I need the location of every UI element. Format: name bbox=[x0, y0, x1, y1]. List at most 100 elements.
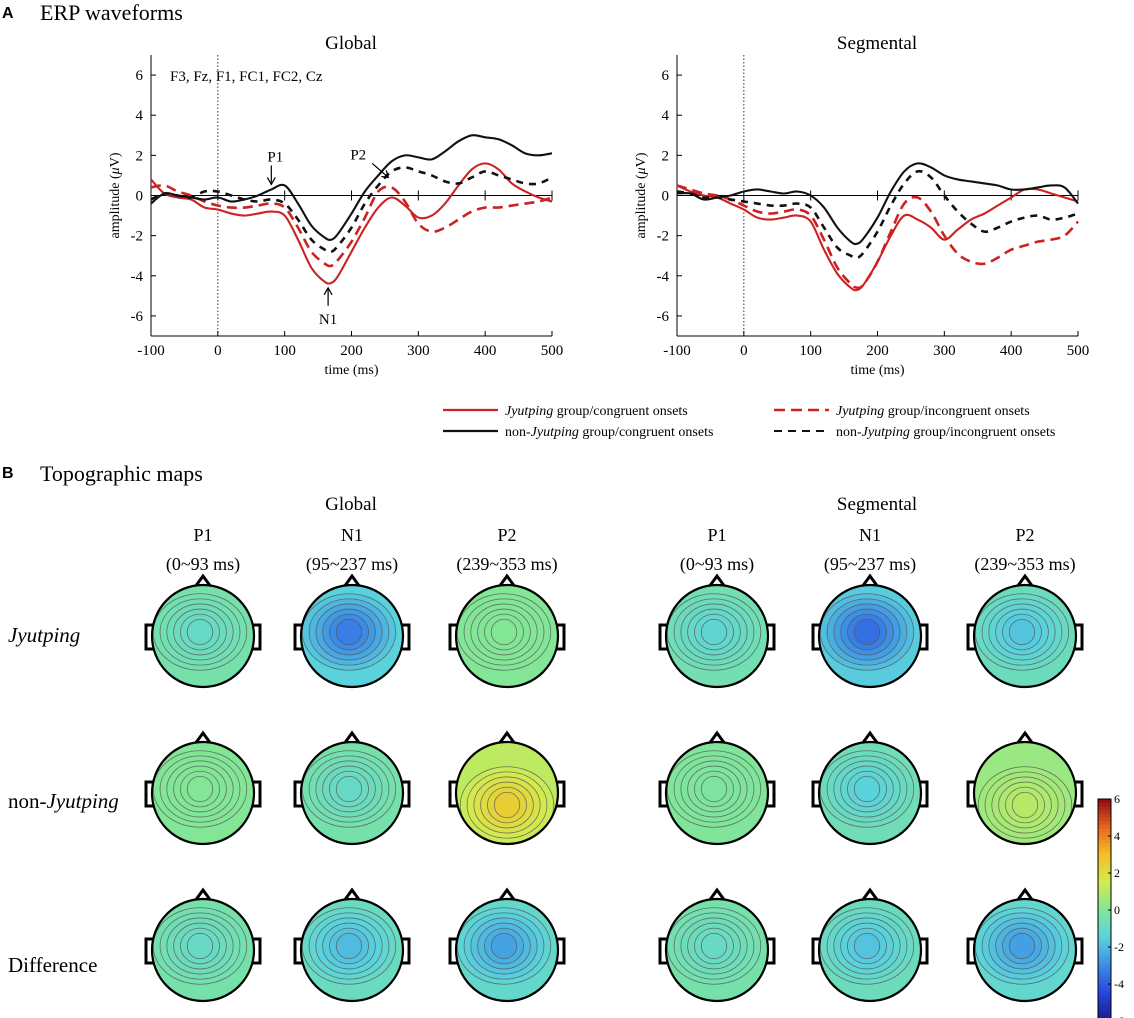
colorbar-segment bbox=[1098, 891, 1111, 896]
colorbar-segment bbox=[1098, 880, 1111, 885]
ear-shape bbox=[448, 937, 457, 965]
colorbar-segment bbox=[1098, 984, 1111, 989]
topo-title-global: Global bbox=[325, 494, 377, 515]
series-line-3 bbox=[150, 134, 553, 242]
colorbar-segment bbox=[1098, 913, 1111, 918]
colorbar-segment bbox=[1098, 947, 1111, 952]
chart-title-global: Global bbox=[325, 33, 377, 54]
colorbar-segment bbox=[1098, 935, 1111, 941]
colorbar-segment bbox=[1098, 898, 1111, 904]
row-label-1: Jyutping bbox=[8, 623, 80, 647]
head-outline bbox=[664, 897, 770, 1003]
contour-line bbox=[700, 775, 728, 803]
head-outline bbox=[664, 583, 770, 689]
topomap-global-row2-n1 bbox=[293, 730, 411, 846]
colorbar-segment bbox=[1098, 917, 1111, 922]
colorbar-segment bbox=[1098, 906, 1111, 911]
colorbar-segment bbox=[1098, 876, 1111, 881]
head-outline bbox=[150, 897, 256, 1003]
ear-shape bbox=[920, 937, 929, 965]
ear-shape bbox=[767, 780, 776, 808]
nose-shape bbox=[342, 573, 362, 588]
component-name: N1 bbox=[859, 525, 881, 545]
topo-grid: P1 (0~93 ms) N1 (95~237 ms) P2 (239~353 ms) P1… bbox=[8, 525, 1084, 1003]
colorbar-segment bbox=[1098, 858, 1111, 863]
colorbar-segment bbox=[1098, 921, 1111, 926]
head-outline bbox=[299, 897, 405, 1003]
nose-shape bbox=[497, 887, 517, 902]
x-tick-label: -100 bbox=[137, 343, 165, 359]
colorbar-tick-label: 6 bbox=[1114, 792, 1120, 806]
ear-shape bbox=[448, 623, 457, 651]
component-window: (0~93 ms) bbox=[166, 554, 240, 575]
colorbar-segment bbox=[1098, 887, 1111, 892]
x-tick-label: 500 bbox=[1067, 343, 1090, 359]
ear-shape bbox=[811, 937, 820, 965]
ear-shape bbox=[658, 780, 667, 808]
head-outline bbox=[150, 740, 256, 846]
contour-line bbox=[700, 618, 728, 646]
colorbar-segment bbox=[1098, 987, 1111, 992]
contour-line bbox=[335, 775, 363, 803]
x-tick-label: 400 bbox=[474, 343, 497, 359]
x-tick-label: 300 bbox=[933, 343, 956, 359]
series-line-2 bbox=[150, 184, 553, 268]
component-name: P1 bbox=[193, 525, 212, 545]
x-tick-label: 400 bbox=[1000, 343, 1023, 359]
contour-line bbox=[1008, 932, 1036, 960]
head-outline bbox=[972, 897, 1078, 1003]
contour-line bbox=[493, 791, 521, 819]
erp-chart-segmental: Segmental -6 -4 -2 0 2 4 6 -100 0 100 200 300 400 500… bbox=[634, 33, 1089, 378]
topomap-segmental-row1-n1 bbox=[811, 573, 929, 689]
annotation-label: N1 bbox=[319, 312, 337, 328]
colorbar-segment bbox=[1098, 1013, 1111, 1018]
head-outline bbox=[817, 897, 923, 1003]
colorbar-segment bbox=[1098, 950, 1111, 955]
annotation-arrowhead bbox=[323, 286, 333, 296]
y-tick-label: 2 bbox=[136, 148, 144, 164]
panel-a-letter: A bbox=[2, 5, 14, 22]
colorbar-segment bbox=[1098, 954, 1111, 959]
ear-shape bbox=[658, 937, 667, 965]
ear-shape bbox=[293, 780, 302, 808]
contour-line bbox=[186, 775, 214, 803]
topomap-segmental-row3-n1 bbox=[811, 887, 929, 1003]
colorbar-tick-label: 2 bbox=[1114, 866, 1120, 880]
y-axis-label: amplitude (μV) bbox=[108, 152, 123, 238]
y-tick-label: 4 bbox=[136, 108, 144, 124]
ear-shape bbox=[966, 623, 975, 651]
ear-shape bbox=[253, 937, 262, 965]
legend-label-red-solid: Jyutping group/congruent onsets bbox=[505, 404, 688, 419]
ear-shape bbox=[1075, 937, 1084, 965]
topomap-global-row3-n1 bbox=[293, 887, 411, 1003]
y-tick-label: 0 bbox=[662, 189, 670, 205]
topomap-global-row1-n1 bbox=[293, 573, 411, 689]
ear-shape bbox=[402, 780, 411, 808]
component-window: (239~353 ms) bbox=[974, 554, 1075, 575]
panel-a-title: ERP waveforms bbox=[40, 0, 183, 25]
nose-shape bbox=[707, 730, 727, 745]
colorbar-segment bbox=[1098, 824, 1111, 830]
ear-shape bbox=[1075, 780, 1084, 808]
x-tick-label: 200 bbox=[340, 343, 363, 359]
ear-shape bbox=[557, 623, 566, 651]
colorbar-segment bbox=[1098, 802, 1111, 807]
ear-shape bbox=[557, 780, 566, 808]
nose-shape bbox=[1015, 573, 1035, 588]
x-axis-label: time (ms) bbox=[324, 363, 378, 378]
colorbar-segment bbox=[1098, 1006, 1111, 1011]
legend-label-black-dashed: non-Jyutping group/incongruent onsets bbox=[836, 425, 1055, 440]
nose-shape bbox=[497, 573, 517, 588]
colorbar-segment bbox=[1098, 958, 1111, 963]
topomap-segmental-row1-p2 bbox=[966, 573, 1084, 689]
colorbar-segment bbox=[1098, 961, 1111, 966]
ear-shape bbox=[920, 780, 929, 808]
component-window: (0~93 ms) bbox=[680, 554, 754, 575]
head-outline bbox=[972, 583, 1078, 689]
head-outline bbox=[299, 583, 405, 689]
colorbar-segment bbox=[1098, 924, 1111, 929]
ear-shape bbox=[253, 623, 262, 651]
topomap-global-row2-p1 bbox=[144, 730, 262, 846]
erp-chart-global: Global F3, Fz, F1, FC1, FC2, Cz -6 -4 -2 0 2… bbox=[108, 33, 563, 378]
nose-shape bbox=[193, 730, 213, 745]
